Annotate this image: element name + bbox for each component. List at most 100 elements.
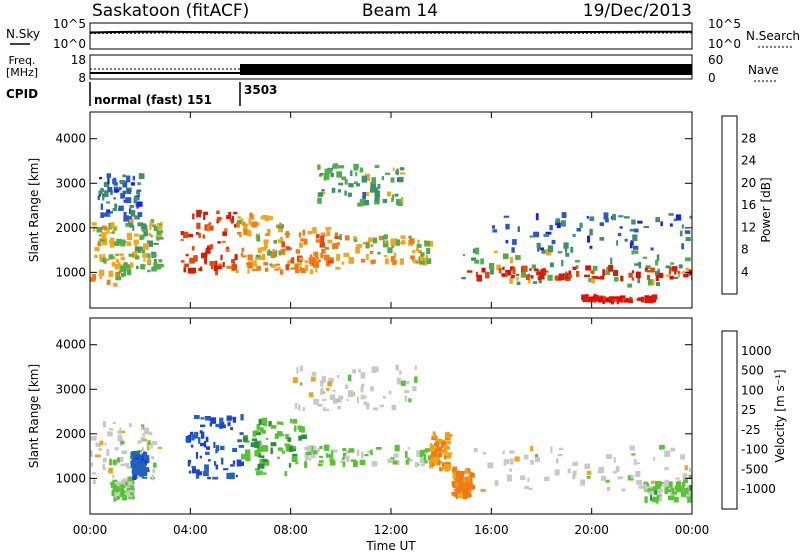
power-cell (199, 266, 202, 271)
velocity-cell (230, 472, 235, 480)
velocity-cell (633, 459, 637, 466)
power-cell (338, 182, 343, 186)
power-cell (106, 173, 111, 178)
velocity-cell (257, 452, 260, 456)
velocity-cell (586, 470, 592, 475)
power-cell (100, 188, 104, 193)
noise-right-tick-bottom: 10^0 (708, 37, 741, 51)
velocity-cell (294, 403, 298, 409)
power-cell (261, 246, 267, 251)
power-cell (461, 277, 466, 280)
power-cell (521, 265, 528, 272)
velocity-cell (137, 450, 140, 456)
power-cell (309, 254, 313, 257)
power-cell (128, 253, 134, 257)
velocity-cell (433, 459, 438, 465)
power-cell (111, 261, 116, 267)
velocity-cell (321, 379, 324, 384)
power-cell (624, 238, 628, 242)
velocity-cell (132, 466, 135, 470)
power-cell (673, 276, 679, 279)
velocity-cell (682, 473, 688, 480)
velocity-cell (447, 452, 452, 459)
power-cell (321, 189, 325, 192)
power-cell (412, 249, 416, 254)
velocity-cell (137, 441, 140, 445)
power-cell (665, 274, 670, 277)
power-cell (122, 183, 126, 186)
velocity-cell (195, 475, 200, 479)
power-cell (572, 266, 577, 271)
power-cell (138, 173, 145, 179)
power-cell (137, 250, 142, 254)
velocity-cell (461, 471, 466, 474)
power-cell (285, 264, 290, 271)
power-cell (106, 201, 111, 204)
power-cell (304, 264, 309, 272)
power-cell (114, 203, 117, 209)
power-cell (505, 223, 510, 230)
velocity-cell (342, 452, 347, 459)
power-cell (579, 222, 583, 228)
velocity-cell (187, 434, 191, 439)
power-cell (344, 190, 347, 196)
power-cell (279, 269, 284, 275)
power-cell (307, 231, 313, 235)
power-cell (272, 249, 275, 253)
velocity-cell (605, 479, 610, 483)
power-cell (324, 168, 331, 174)
power-cell (157, 225, 163, 230)
power-cell (114, 242, 120, 246)
power-cell (142, 247, 145, 254)
velocity-cell (429, 444, 432, 449)
velocity-cell (301, 434, 307, 439)
velocity-cell (270, 442, 277, 447)
power-cell (347, 192, 352, 197)
power-cell (685, 237, 691, 242)
power-cell (525, 274, 530, 280)
power-cell (115, 271, 121, 278)
velocity-cell (196, 469, 200, 476)
power-cell (387, 191, 392, 197)
power-cell (203, 213, 206, 220)
power-cell (382, 198, 388, 204)
power-cell (541, 271, 547, 276)
velocity-cell (323, 407, 326, 410)
power-cell (679, 230, 683, 237)
power-cell (147, 269, 151, 273)
power-cell (100, 257, 106, 262)
velocity-cell (667, 489, 671, 492)
power-cell (241, 247, 245, 252)
power-cell (143, 258, 146, 262)
velocity-cell (666, 481, 673, 488)
velocity-cell (432, 432, 436, 439)
velocity-cell (200, 424, 206, 428)
velocity-cell (657, 489, 662, 496)
power-cell (501, 273, 507, 277)
power-cell (382, 235, 388, 239)
power-cell (364, 173, 370, 176)
velocity-cell (261, 430, 266, 434)
power-cell (126, 235, 131, 239)
power-cell (617, 296, 623, 303)
power-cell (502, 266, 505, 271)
power-cell (503, 253, 509, 260)
velocity-cell (463, 479, 466, 484)
velocity-cell (138, 440, 143, 443)
velocity-cell (112, 459, 117, 466)
power-cell (295, 269, 300, 274)
power-cell (123, 269, 127, 277)
velocity-cell (648, 491, 654, 495)
velocity-cell (322, 391, 325, 394)
velocity-cell (567, 468, 571, 474)
power-cell (290, 258, 295, 264)
power-cell (511, 247, 515, 253)
power-cell (103, 181, 110, 188)
velocity-cell (332, 389, 336, 392)
power-cell (133, 198, 138, 204)
power-cell (374, 199, 380, 205)
power-cell (480, 258, 484, 265)
velocity-cell (494, 480, 499, 487)
noise-sky-line (89, 30, 693, 34)
power-cell (217, 241, 221, 244)
